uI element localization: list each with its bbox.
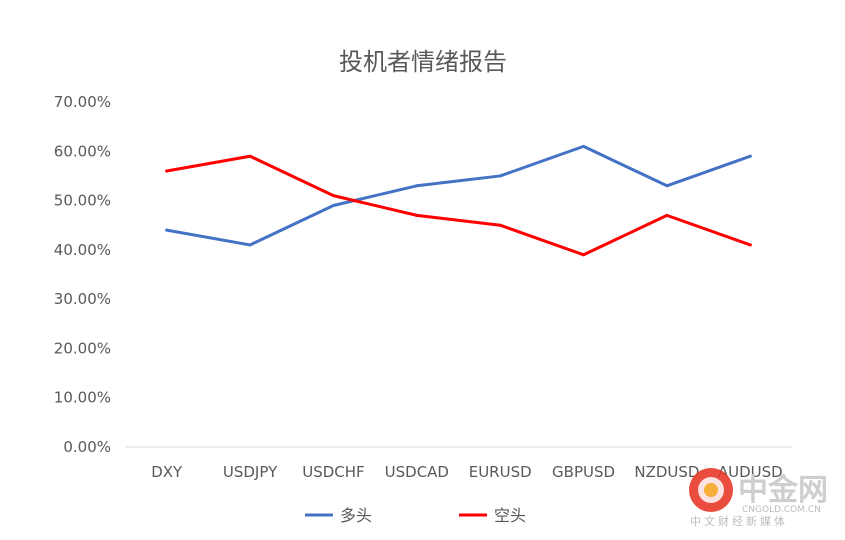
- data-point: [331, 194, 335, 198]
- x-tick-label: AUDUSD: [718, 463, 783, 481]
- y-tick-label: 20.00%: [54, 339, 111, 357]
- chart-title: 投机者情绪报告: [339, 48, 507, 76]
- data-point: [415, 213, 419, 217]
- data-point: [248, 154, 252, 158]
- series-lines: [165, 144, 752, 257]
- data-point: [748, 243, 752, 247]
- x-tick-label: EURUSD: [469, 463, 532, 481]
- y-tick-label: 10.00%: [54, 389, 111, 407]
- y-tick-label: 30.00%: [54, 290, 111, 308]
- x-tick-label: USDCAD: [385, 463, 449, 481]
- data-point: [248, 243, 252, 247]
- data-point: [665, 213, 669, 217]
- legend-label-short: 空头: [494, 506, 526, 525]
- data-point: [665, 184, 669, 188]
- watermark-brand: 中金网: [738, 473, 828, 508]
- legend-label-long: 多头: [340, 506, 372, 525]
- y-tick-label: 0.00%: [63, 438, 111, 456]
- x-tick-label: USDCHF: [302, 463, 364, 481]
- series-line-0: [165, 144, 752, 247]
- legend-item-long[interactable]: 多头: [305, 506, 372, 525]
- data-point: [582, 144, 586, 148]
- watermark-tagline: 中文财经新媒体: [690, 514, 788, 528]
- data-point: [498, 223, 502, 227]
- y-tick-label: 70.00%: [54, 93, 111, 111]
- y-axis-ticks: 0.00% 10.00% 20.00% 30.00% 40.00% 50.00% 60.00…: [54, 93, 111, 456]
- x-tick-label: NZDUSD: [634, 463, 699, 481]
- watermark: 中金网 CNGOLD.COM.CN 中文财经新媒体: [689, 468, 828, 528]
- x-axis-ticks: DXY USDJPY USDCHF USDCAD EURUSD GBPUSD NZDUSD A…: [151, 463, 783, 481]
- data-point: [582, 253, 586, 257]
- legend: 多头 空头: [305, 506, 526, 525]
- data-point: [748, 154, 752, 158]
- x-tick-label: GBPUSD: [552, 463, 615, 481]
- cngold-logo-icon: [689, 468, 733, 512]
- data-point: [415, 184, 419, 188]
- x-tick-label: USDJPY: [223, 463, 278, 481]
- y-tick-label: 50.00%: [54, 192, 111, 210]
- data-point: [331, 204, 335, 207]
- x-tick-label: DXY: [151, 463, 183, 481]
- watermark-domain: CNGOLD.COM.CN: [742, 505, 821, 515]
- legend-item-short[interactable]: 空头: [459, 506, 526, 525]
- y-tick-label: 60.00%: [54, 142, 111, 160]
- data-point: [165, 169, 169, 173]
- series-line-1: [165, 154, 752, 257]
- data-point: [165, 228, 169, 232]
- data-point: [498, 174, 502, 178]
- y-tick-label: 40.00%: [54, 241, 111, 259]
